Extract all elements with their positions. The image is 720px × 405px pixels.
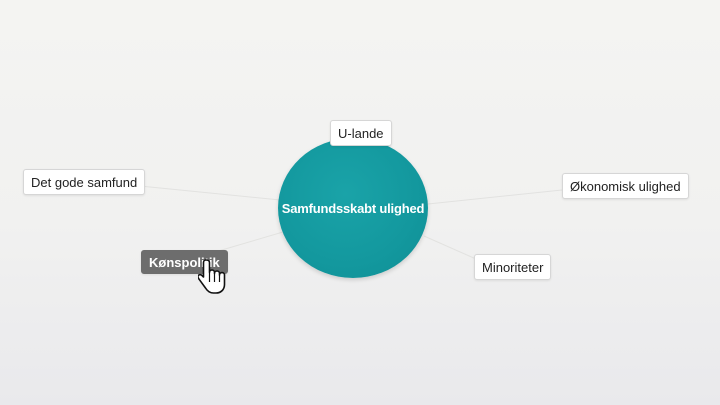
node-okonomisk-ulighed-label: Økonomisk ulighed (570, 178, 681, 194)
center-node[interactable]: Samfundsskabt ulighed (278, 138, 428, 278)
node-u-lande-label: U-lande (338, 125, 384, 141)
connector-konspolitik (214, 231, 284, 253)
node-minoriteter[interactable]: Minoriteter (474, 254, 552, 280)
center-node-label: Samfundsskabt ulighed (281, 200, 425, 216)
connector-minoriteter (423, 235, 477, 260)
node-minoriteter-label: Minoriteter (482, 259, 544, 275)
node-konspolitik-label: Kønspolitik (149, 254, 220, 270)
connector-okonomisk-ulighed (427, 189, 563, 205)
node-okonomisk-ulighed[interactable]: Økonomisk ulighed (562, 173, 689, 199)
hand-pointer-icon (198, 259, 226, 294)
node-u-lande[interactable]: U-lande (330, 120, 392, 146)
node-det-gode-samfund[interactable]: Det gode samfund (23, 169, 146, 195)
connector-det-gode-samfund (139, 185, 281, 201)
node-det-gode-samfund-label: Det gode samfund (31, 174, 138, 190)
